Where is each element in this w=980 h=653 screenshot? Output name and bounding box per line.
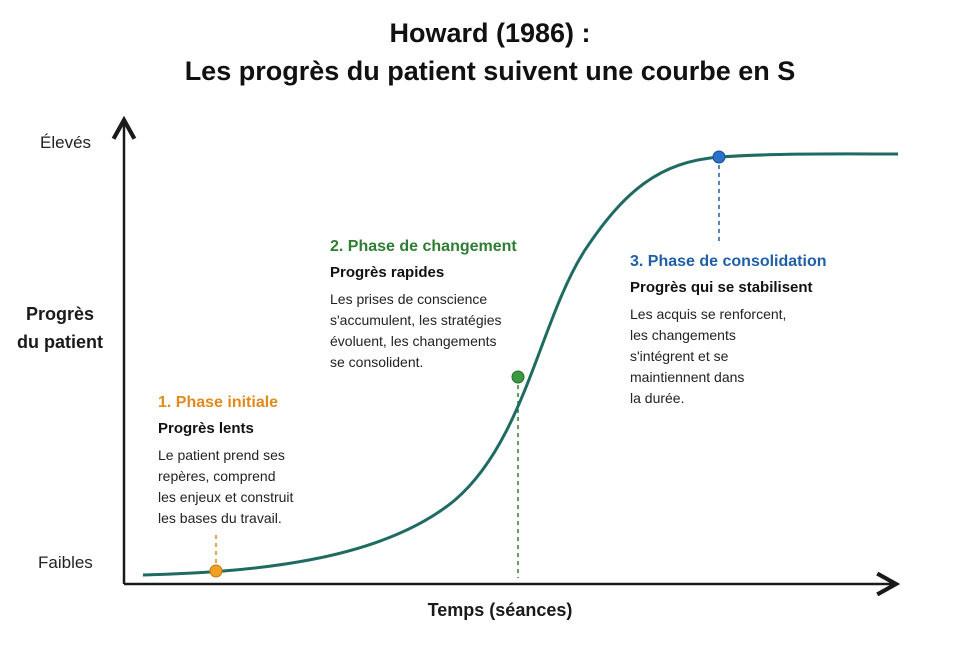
phase-description-line: s'accumulent, les stratégies — [330, 312, 502, 328]
s-curve-line — [142, 152, 899, 577]
phase-subtitle: Progrès qui se stabilisent — [630, 279, 813, 296]
phase-description-line: Le patient prend ses — [158, 447, 285, 463]
phase2-marker — [511, 370, 525, 384]
phase3-marker — [712, 150, 726, 164]
chart-title-line1: Howard (1986) : — [389, 18, 591, 48]
phase-description-line: Les acquis se renforcent, — [630, 306, 787, 322]
y-axis-title-line2: du patient — [17, 332, 103, 352]
phase-consolidation-annotation: 3. Phase de consolidation Progrès qui se… — [630, 253, 860, 409]
phase-title: 1. Phase initiale — [158, 394, 279, 411]
y-axis-low-label: Faibles — [38, 553, 93, 572]
phase-description-line: repères, comprend — [158, 468, 276, 484]
phase-description: Les prises de conscience s'accumulent, l… — [330, 289, 560, 373]
phase-description: Le patient prend ses repères, comprend l… — [158, 445, 358, 529]
phase-description-line: s'intégrent et se — [630, 348, 729, 364]
phase-title: 2. Phase de changement — [330, 238, 517, 255]
phase-subtitle: Progrès lents — [158, 420, 254, 437]
phase-description-line: les bases du travail. — [158, 510, 282, 526]
phase-description-line: se consolident. — [330, 354, 424, 370]
phase-initial-annotation: 1. Phase initiale Progrès lents Le patie… — [158, 394, 358, 529]
y-axis-title-line1: Progrès — [25, 304, 95, 324]
phase-title: 3. Phase de consolidation — [630, 253, 827, 270]
phase-description-line: les changements — [630, 327, 736, 343]
phase-description-line: évoluent, les changements — [330, 333, 497, 349]
x-axis-title: Temps (séances) — [427, 600, 573, 620]
phase-description-line: Les prises de conscience — [330, 291, 488, 307]
phase-change-annotation: 2. Phase de changement Progrès rapides L… — [330, 238, 560, 373]
y-axis-title: Progrès du patient — [10, 300, 110, 356]
phase1-marker — [209, 564, 223, 578]
y-axis-high-label: Élevés — [40, 133, 92, 152]
phase-description-line: les enjeux et construit — [158, 489, 294, 505]
phase-description-line: la durée. — [630, 390, 685, 406]
phase-subtitle: Progrès rapides — [330, 264, 445, 281]
phase-description: Les acquis se renforcent, les changement… — [630, 304, 860, 409]
chart-title-line2: Les progrès du patient suivent une courb… — [184, 56, 796, 86]
phase-description-line: maintiennent dans — [630, 369, 745, 385]
